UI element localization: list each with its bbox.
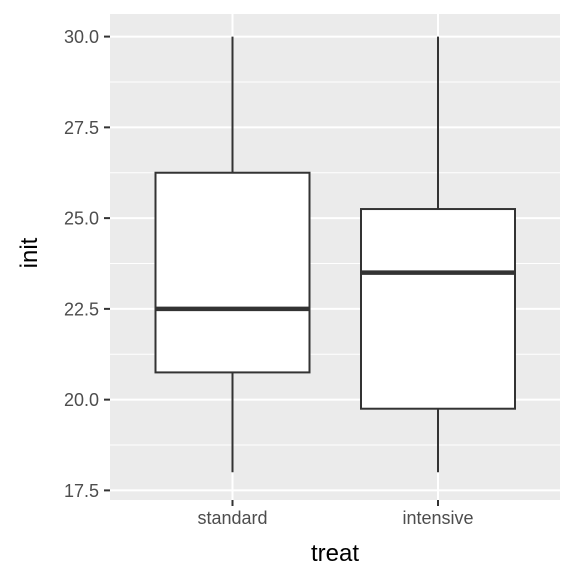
y-tick-label: 20.0	[64, 390, 99, 410]
x-axis: standard intensive	[197, 500, 473, 528]
y-tick-label: 17.5	[64, 481, 99, 501]
y-axis-title: init	[16, 237, 43, 268]
y-tick-label: 30.0	[64, 27, 99, 47]
y-tick-label: 27.5	[64, 118, 99, 138]
box-iqr	[361, 209, 515, 409]
box-iqr	[156, 173, 310, 373]
x-tick-label: standard	[197, 508, 267, 528]
y-axis: 17.5 20.0 22.5 25.0 27.5 30.0	[64, 27, 110, 501]
x-axis-title: treat	[311, 540, 359, 567]
y-tick-label: 25.0	[64, 209, 99, 229]
y-tick-label: 22.5	[64, 299, 99, 319]
x-tick-label: intensive	[402, 508, 473, 528]
